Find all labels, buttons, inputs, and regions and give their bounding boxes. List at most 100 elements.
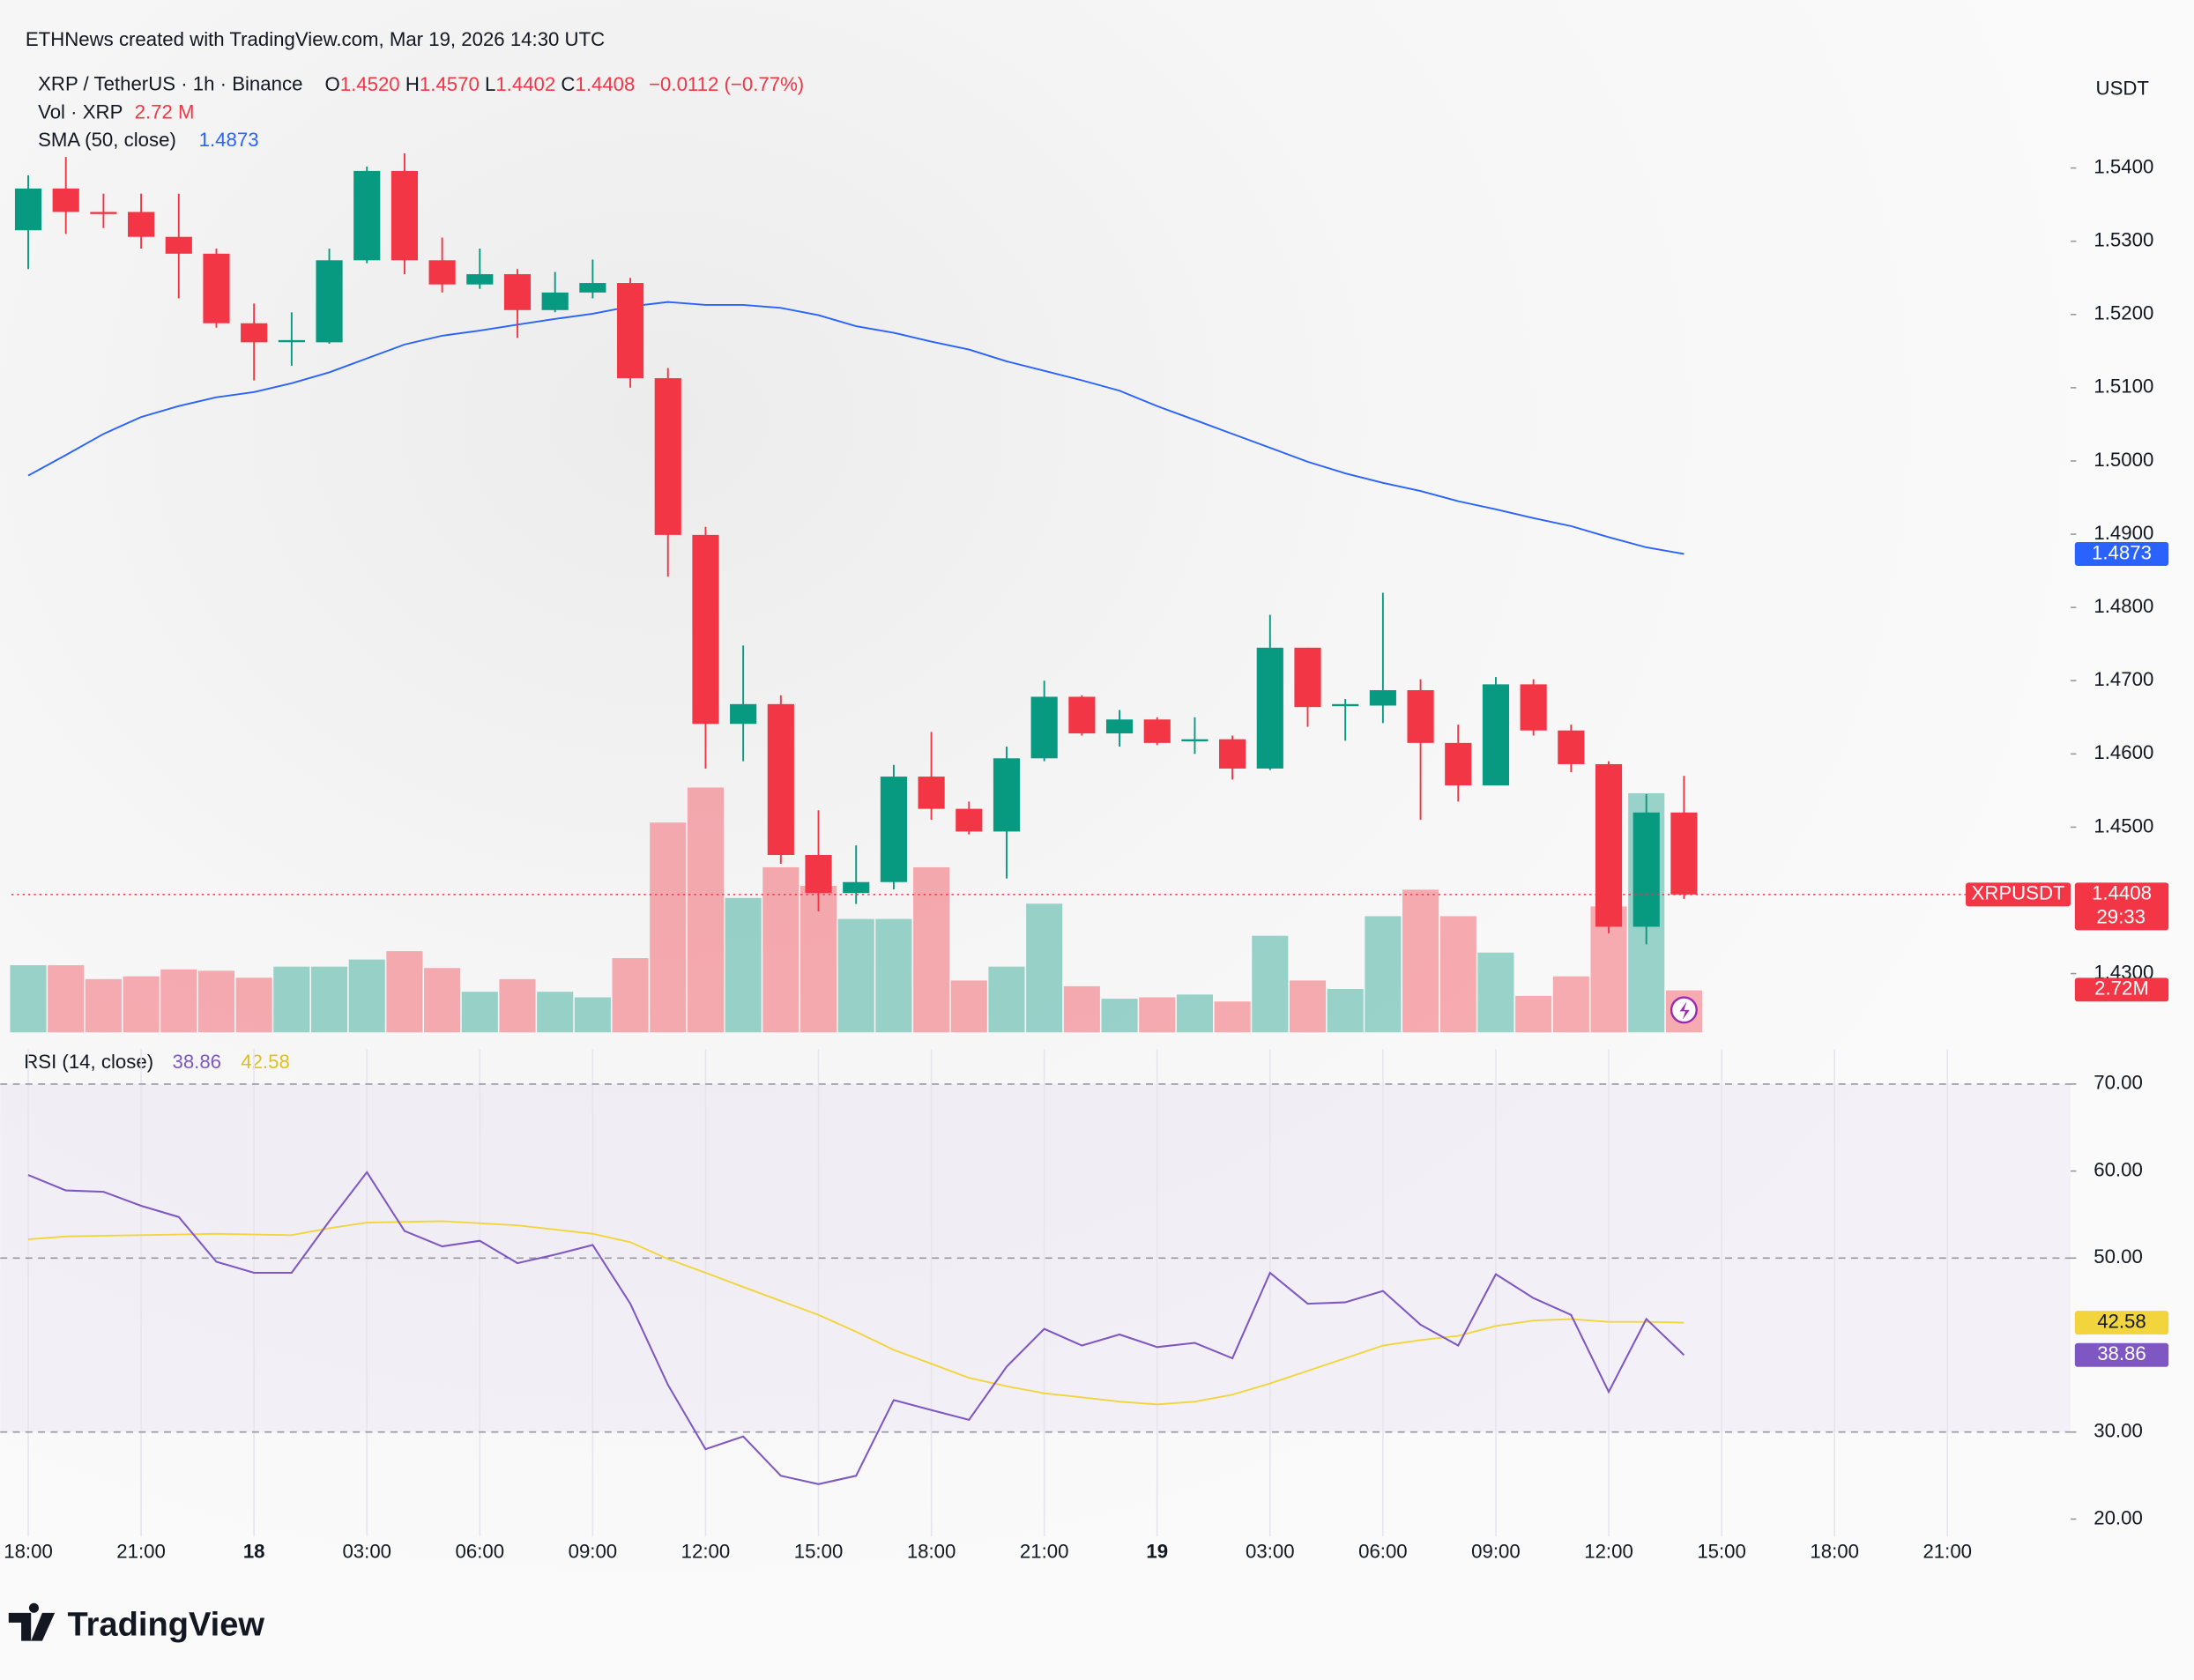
price-tag: 1.4408: [2092, 882, 2152, 904]
currency: USDT: [2096, 77, 2150, 99]
volume-bar: [725, 897, 762, 1033]
high-prefix: H: [405, 73, 420, 95]
candle-body: [1294, 647, 1321, 708]
rsi-legend: RSI (14, close): [24, 1051, 153, 1073]
open-value: 1.4520: [340, 73, 400, 95]
brand-logo: TradingView: [8, 1602, 264, 1644]
sma-tag: 1.4873: [2092, 541, 2152, 563]
rsi-tick-label: 70.00: [2094, 1072, 2143, 1094]
countdown: 29:33: [2096, 906, 2146, 928]
rsi-line: [27, 1171, 1685, 1485]
y-tick-label: 1.4700: [2094, 668, 2153, 690]
candle-body: [730, 703, 757, 725]
x-tick-label: 06:00: [1358, 1540, 1408, 1562]
volume-bar: [687, 787, 725, 1033]
volume-bar: [1176, 994, 1213, 1033]
candle-body: [241, 323, 268, 343]
volume-tag-bg: [2074, 978, 2169, 1002]
close-value: 1.4408: [575, 73, 635, 95]
volume-bar: [197, 970, 235, 1033]
sma-tag-bg: [2074, 541, 2169, 566]
candle-body: [616, 283, 644, 379]
rsi-tick-label: 50.00: [2094, 1245, 2143, 1267]
volume-bar: [1063, 985, 1100, 1033]
candle-body: [1105, 719, 1134, 734]
candle-body: [52, 188, 79, 212]
volume-bar: [650, 822, 687, 1033]
volume-bar: [1289, 980, 1327, 1033]
candle-body: [128, 212, 155, 237]
candle-body: [1482, 684, 1510, 786]
y-tick-label: 1.4800: [2094, 595, 2153, 617]
candle-body: [1068, 696, 1096, 734]
rsi-legend-value: 38.86: [172, 1051, 221, 1073]
rsi-sma-tag-bg: [2074, 1311, 2169, 1335]
volume-bar: [762, 866, 800, 1033]
x-tick-label: 09:00: [569, 1540, 618, 1562]
x-tick-label: 12:00: [681, 1540, 731, 1562]
candle-body: [390, 170, 419, 261]
volume-bar: [123, 976, 160, 1033]
change: −0.0112 (−0.77%): [649, 73, 804, 95]
volume-bar: [537, 992, 574, 1033]
x-tick-label: 03:00: [1246, 1540, 1295, 1562]
candle-body: [466, 274, 494, 285]
y-tick-label: 1.5100: [2094, 375, 2153, 398]
x-tick-label: 18: [243, 1540, 265, 1562]
candle-body: [165, 236, 192, 254]
rsi-tag: 38.86: [2097, 1342, 2146, 1364]
volume-bar: [1139, 997, 1176, 1033]
candle-body: [1369, 690, 1396, 706]
volume-tag: 2.72M: [2094, 978, 2149, 1000]
rsi-sma-legend-value: 42.58: [241, 1051, 290, 1073]
volume-bar: [1439, 916, 1476, 1033]
candle-body: [1670, 812, 1698, 895]
candle-body: [880, 777, 907, 882]
candle-body: [1256, 647, 1283, 769]
rsi-tick-label: 60.00: [2094, 1158, 2143, 1180]
open-prefix: O: [324, 73, 339, 95]
x-tick-label: 21:00: [1923, 1540, 1972, 1562]
x-tick-label: 06:00: [456, 1540, 505, 1562]
low-prefix: L: [485, 73, 495, 95]
volume-bar: [1552, 976, 1589, 1033]
symbol: XRP / TetherUS · 1h · Binance: [38, 73, 302, 95]
y-tick-label: 1.4500: [2094, 814, 2153, 836]
y-tick-label: 1.5200: [2094, 302, 2153, 324]
volume-bar: [1365, 916, 1402, 1033]
low-value: 1.4402: [495, 73, 555, 95]
volume-bar: [837, 918, 874, 1033]
alert-bolt: [1679, 1001, 1690, 1020]
volume-bar: [875, 918, 912, 1033]
volume-legend: Vol · XRP: [38, 100, 123, 123]
x-tick-label: 15:00: [1697, 1540, 1746, 1562]
volume-bar: [10, 965, 47, 1033]
volume-bar: [1214, 1001, 1251, 1033]
candle-body: [541, 292, 569, 310]
volume-bar: [85, 978, 122, 1033]
candle-body: [918, 777, 945, 809]
sma-line: [27, 301, 1685, 555]
close-prefix: C: [561, 73, 575, 95]
candle-body: [278, 339, 305, 343]
candle-body: [692, 534, 719, 725]
attribution: ETHNews created with TradingView.com, Ma…: [26, 28, 605, 50]
candle-body: [1407, 690, 1434, 743]
candle-body: [1520, 684, 1547, 731]
y-tick-label: 1.4600: [2094, 741, 2153, 763]
volume-bar: [310, 966, 348, 1033]
volume-bar: [235, 978, 272, 1033]
candle-body: [1219, 739, 1246, 769]
candle-body: [1332, 703, 1359, 707]
volume-bar: [1477, 952, 1514, 1033]
volume-bar: [273, 966, 310, 1033]
x-tick-label: 12:00: [1584, 1540, 1633, 1562]
sma-legend: SMA (50, close): [38, 129, 176, 151]
rsi-tick-label: 30.00: [2094, 1420, 2143, 1442]
candle-body: [805, 854, 832, 894]
candle-body: [90, 212, 117, 214]
ticker-tag: XRPUSDT: [1971, 882, 2065, 904]
x-tick-label: 09:00: [1471, 1540, 1521, 1562]
